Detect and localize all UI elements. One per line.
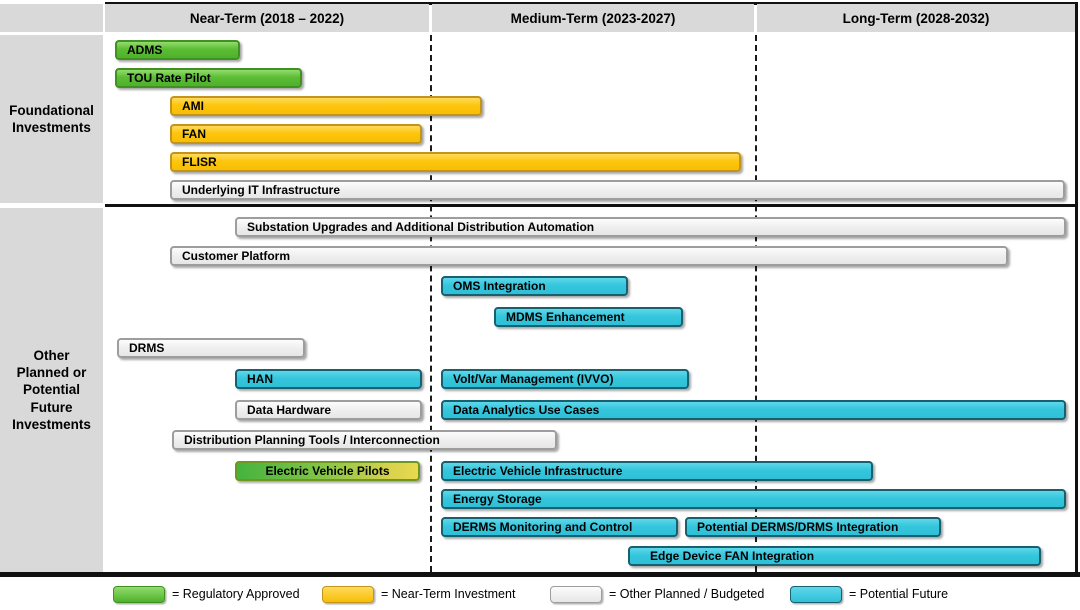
legend-item-near-term-investment: = Near-Term Investment xyxy=(322,584,515,604)
gantt-bar: DERMS Monitoring and Control xyxy=(441,517,678,537)
legend-swatch-cyan xyxy=(790,585,842,603)
gantt-bar: Data Analytics Use Cases xyxy=(441,400,1066,420)
legend-label: = Near-Term Investment xyxy=(381,587,516,601)
legend-label: = Other Planned / Budgeted xyxy=(609,587,765,601)
legend-swatch-gray xyxy=(550,585,602,603)
gantt-bar: OMS Integration xyxy=(441,276,628,296)
section-label-other-planned: Other Planned or Potential Future Invest… xyxy=(0,208,103,572)
gantt-bar: Customer Platform xyxy=(170,246,1008,266)
gantt-bar: TOU Rate Pilot xyxy=(115,68,302,88)
legend-divider-line xyxy=(0,572,1080,577)
gantt-bar: Data Hardware xyxy=(235,400,422,420)
gantt-bar: DRMS xyxy=(117,338,305,358)
gantt-bar: Electric Vehicle Pilots xyxy=(235,461,420,481)
legend-swatch-yellow xyxy=(322,585,374,603)
legend-swatch-green xyxy=(113,585,165,603)
column-header-medium-term: Medium-Term (2023-2027) xyxy=(432,4,754,32)
gantt-bar: Potential DERMS/DRMS Integration xyxy=(685,517,941,537)
legend-item-other-planned-budgeted: = Other Planned / Budgeted xyxy=(550,584,764,604)
gantt-bar: Volt/Var Management (IVVO) xyxy=(441,369,689,389)
gantt-bar: Distribution Planning Tools / Interconne… xyxy=(172,430,557,450)
header-corner-cell xyxy=(0,4,103,32)
gantt-bar: Substation Upgrades and Additional Distr… xyxy=(235,217,1066,237)
gantt-bar: ADMS xyxy=(115,40,240,60)
legend-item-potential-future: = Potential Future xyxy=(790,584,948,604)
legend-label: = Potential Future xyxy=(849,587,949,601)
column-header-near-term: Near-Term (2018 – 2022) xyxy=(105,4,429,32)
gantt-bar: Electric Vehicle Infrastructure xyxy=(441,461,873,481)
section-divider-line xyxy=(105,204,1078,207)
term-separator-near-medium xyxy=(430,35,432,572)
gantt-bar: Energy Storage xyxy=(441,489,1066,509)
right-border-line xyxy=(1075,2,1078,572)
gantt-bar: Edge Device FAN Integration xyxy=(628,546,1041,566)
gantt-bar: FLISR xyxy=(170,152,741,172)
section-label-foundational: Foundational Investments xyxy=(0,35,103,203)
column-header-long-term: Long-Term (2028-2032) xyxy=(757,4,1075,32)
gantt-bar: AMI xyxy=(170,96,482,116)
legend-label: = Regulatory Approved xyxy=(172,587,300,601)
gantt-bar: MDMS Enhancement xyxy=(494,307,683,327)
gantt-bar: FAN xyxy=(170,124,422,144)
gantt-bar: HAN xyxy=(235,369,422,389)
gantt-bar: Underlying IT Infrastructure xyxy=(170,180,1065,200)
term-separator-medium-long xyxy=(755,35,757,572)
legend-item-regulatory-approved: = Regulatory Approved xyxy=(113,584,300,604)
top-border-line xyxy=(105,2,1078,5)
